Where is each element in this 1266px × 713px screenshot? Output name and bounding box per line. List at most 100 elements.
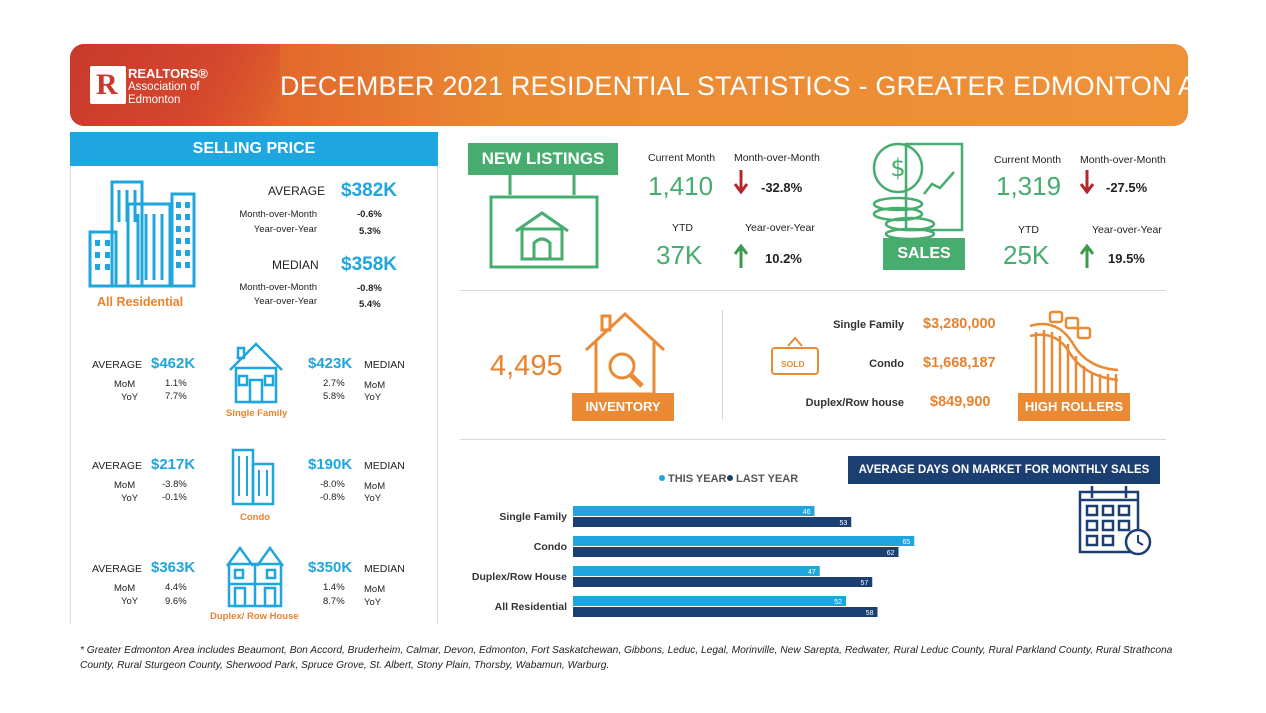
- section-divider: [460, 290, 1166, 291]
- city-buildings-icon: [88, 180, 196, 288]
- page-title: DECEMBER 2021 RESIDENTIAL STATISTICS - G…: [280, 71, 1188, 101]
- bar-1-1: [573, 547, 899, 557]
- single-family-house-icon: [229, 342, 283, 404]
- duplex-row-house-icon: [225, 545, 285, 608]
- category-label-0: Single Family: [499, 511, 567, 523]
- sf-average-label: AVERAGE: [92, 359, 142, 371]
- selling-price-panel: [70, 166, 438, 624]
- arrow-up-icon: [1080, 244, 1094, 268]
- ar-avg-mom-label: Month-over-Month: [239, 209, 317, 220]
- ar-median-value: $358K: [341, 254, 397, 275]
- nl-ytd-label: YTD: [672, 222, 693, 234]
- sf-med-mom-label: MoM: [364, 380, 386, 391]
- legend-marker-1: [727, 475, 733, 481]
- legend-label-0: THIS YEAR: [668, 473, 727, 485]
- single-family-caption: Single Family: [226, 408, 288, 419]
- legend-marker-0: [659, 475, 665, 481]
- duplex-avg-yoy-label: YoY: [121, 596, 139, 607]
- data-label-1-0: 65: [902, 539, 910, 546]
- nl-current-month-value: 1,410: [648, 171, 714, 201]
- condo-avg-yoy-value: -0.1%: [162, 492, 187, 503]
- duplex-caption: Duplex/ Row House: [210, 611, 299, 622]
- sales-ytd-label: YTD: [1018, 224, 1039, 236]
- condo-med-mom-label: MoM: [364, 481, 386, 492]
- roller-coaster-icon: [1029, 310, 1119, 396]
- condo-avg-mom-value: -3.8%: [162, 479, 187, 490]
- condo-avg-yoy-label: YoY: [121, 493, 139, 504]
- ar-average-value: $382K: [341, 180, 397, 201]
- data-label-2-1: 57: [860, 580, 868, 587]
- data-label-2-0: 47: [808, 569, 816, 576]
- arrow-up-icon: [734, 244, 748, 268]
- ar-avg-yoy-label: Year-over-Year: [253, 224, 317, 235]
- vertical-divider: [722, 310, 723, 420]
- category-label-2: Duplex/Row House: [472, 571, 567, 583]
- duplex-avg-mom-value: 4.4%: [165, 582, 187, 593]
- ar-med-yoy-value: 5.4%: [359, 299, 381, 310]
- data-label-1-1: 62: [887, 550, 895, 557]
- ar-average-label: AVERAGE: [268, 184, 326, 198]
- calendar-clock-icon: [1078, 486, 1152, 556]
- data-label-3-1: 58: [866, 610, 874, 617]
- selling-price-banner: SELLING PRICE: [70, 132, 438, 166]
- sales-mom-label: Month-over-Month: [1080, 154, 1166, 166]
- duplex-med-mom-value: 1.4%: [323, 582, 345, 593]
- condo-caption: Condo: [240, 512, 271, 523]
- arrow-down-icon: [734, 170, 748, 194]
- sf-avg-mom-label: MoM: [114, 379, 136, 390]
- sales-ytd-value: 25K: [1003, 240, 1050, 270]
- duplex-median-value: $350K: [308, 559, 353, 576]
- nl-mom-value: -32.8%: [761, 180, 803, 195]
- new-listings-tag: NEW LISTINGS: [468, 143, 618, 175]
- house-magnifier-icon: [584, 311, 666, 396]
- condo-med-mom-value: -8.0%: [320, 479, 345, 490]
- inventory-tag: INVENTORY: [572, 393, 674, 421]
- hr-single-family-label: Single Family: [833, 319, 904, 331]
- hr-duplex-label: Duplex/Row house: [805, 397, 904, 409]
- high-rollers-tag: HIGH ROLLERS: [1018, 393, 1130, 421]
- sales-current-month-value: 1,319: [996, 171, 1062, 201]
- days-on-market-chart: THIS YEAR LAST YEAR Single Family 46 53 Cond…: [472, 473, 915, 617]
- nl-current-month-label: Current Month: [648, 152, 716, 164]
- sales-mom-value: -27.5%: [1106, 180, 1148, 195]
- data-label-0-0: 46: [803, 509, 811, 516]
- nl-ytd-value: 37K: [656, 240, 703, 270]
- sf-med-yoy-label: YoY: [364, 392, 382, 403]
- sf-avg-yoy-value: 7.7%: [165, 391, 187, 402]
- condo-avg-mom-label: MoM: [114, 480, 136, 491]
- svg-text:$: $: [890, 154, 905, 182]
- chart-title: AVERAGE DAYS ON MARKET FOR MONTHLY SALES: [848, 456, 1160, 484]
- sold-sign-text: SOLD: [781, 359, 805, 369]
- bar-3-1: [573, 607, 878, 617]
- duplex-median-label: MEDIAN: [364, 563, 405, 575]
- data-label-0-1: 53: [839, 520, 847, 527]
- sf-median-label: MEDIAN: [364, 359, 405, 371]
- header-banner: R REALTORS® Association of Edmonton DECE…: [70, 44, 1188, 126]
- nl-mom-label: Month-over-Month: [734, 152, 820, 164]
- data-label-3-0: 52: [834, 599, 842, 606]
- section-divider: [460, 439, 1166, 440]
- ar-avg-mom-value: -0.6%: [357, 209, 382, 220]
- hr-duplex-value: $849,900: [930, 394, 991, 410]
- nl-yoy-value: 10.2%: [765, 251, 802, 266]
- sales-yoy-value: 19.5%: [1108, 251, 1145, 266]
- condo-average-value: $217K: [151, 456, 196, 473]
- sales-yoy-label: Year-over-Year: [1092, 224, 1162, 236]
- sales-current-month-label: Current Month: [994, 154, 1062, 166]
- bar-0-0: [573, 506, 815, 516]
- bar-1-0: [573, 536, 915, 546]
- sf-median-value: $423K: [308, 355, 353, 372]
- sf-average-value: $462K: [151, 355, 196, 372]
- sf-med-mom-value: 2.7%: [323, 378, 345, 389]
- ar-med-mom-value: -0.8%: [357, 283, 382, 294]
- money-stack-chart-icon: $: [872, 142, 964, 240]
- duplex-average-value: $363K: [151, 559, 196, 576]
- hr-condo-value: $1,668,187: [923, 355, 996, 371]
- ar-med-mom-label: Month-over-Month: [239, 282, 317, 293]
- sf-med-yoy-value: 5.8%: [323, 391, 345, 402]
- condo-building-icon: [231, 448, 275, 506]
- bar-3-0: [573, 596, 846, 606]
- logo-line-3: Edmonton: [128, 94, 181, 106]
- legend-label-1: LAST YEAR: [736, 473, 798, 485]
- condo-median-value: $190K: [308, 456, 353, 473]
